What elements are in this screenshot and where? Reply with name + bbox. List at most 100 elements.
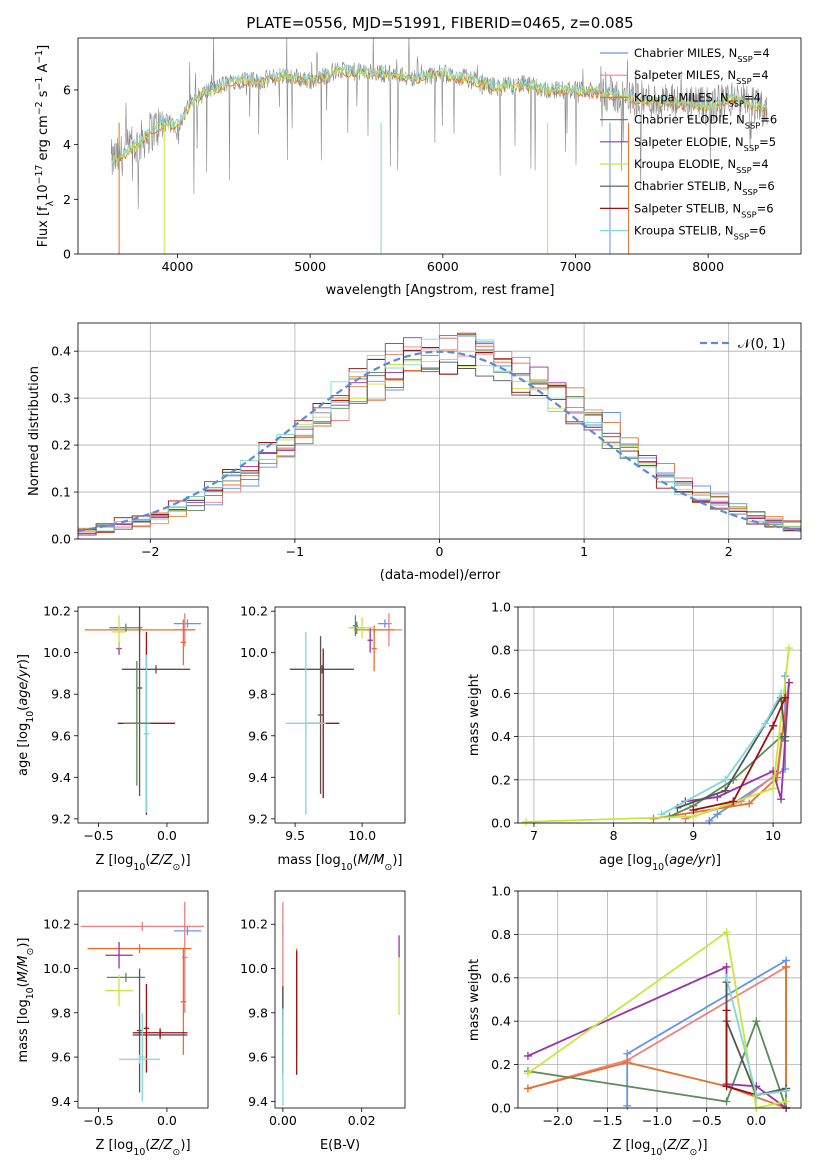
- age-vs-Z-ylabel: age [log10(age/yr)]: [16, 654, 36, 776]
- age-vs-mass-xtick-label: 9.5: [285, 828, 305, 843]
- weight-marker: [782, 1097, 791, 1106]
- weight-marker: [777, 795, 786, 804]
- weight-marker: [769, 784, 778, 793]
- residuals-ytick-label: 0.2: [51, 438, 71, 453]
- spectrum-ytick-label: 2: [63, 192, 71, 207]
- weight-vs-Z-ytick-label: 0.0: [491, 1101, 511, 1116]
- age-vs-mass-ytick-label: 10.0: [240, 645, 268, 660]
- mass-vs-EBV-axes: 0.00 0.02 9.4 9.6 9.8 10.0 10.2: [240, 917, 375, 1128]
- residuals-ylabel: Normed distribution: [27, 366, 42, 496]
- weight-vs-age-ytick-label: 1.0: [491, 600, 511, 615]
- weight-vs-Z-ytick-label: 0.4: [491, 1014, 511, 1029]
- weight-marker: [781, 732, 790, 741]
- axes-frame: [77, 606, 209, 824]
- age-vs-mass-xlabel: mass [log10(M/M⊙)]: [278, 853, 403, 873]
- residuals-ytick-label: 0.4: [51, 344, 71, 359]
- weight-vs-Z-ylabel: mass weight: [467, 959, 482, 1041]
- residuals-xtick-label: 0: [436, 544, 444, 559]
- spectrum-axes: 4000 5000 6000 7000 8000 0 2 4 6: [63, 82, 724, 274]
- weight-vs-age-ytick-label: 0.0: [491, 816, 511, 831]
- age-vs-mass-xtick-label: 10.0: [348, 828, 376, 843]
- weight-vs-age-axes: 7 8 9 10 0.0 0.2 0.4 0.6 0.8 1.0: [491, 600, 801, 843]
- axes-frame: [274, 606, 406, 824]
- age-vs-Z-ytick-label: 10.0: [43, 645, 71, 660]
- age-vs-Z-xtick-label: 0.0: [157, 828, 177, 843]
- age-vs-mass-ytick-label: 9.4: [248, 770, 268, 785]
- age-vs-mass-axes: 9.5 10.0 9.2 9.4 9.6 9.8 10.0 10.2: [240, 604, 376, 843]
- weight-series-line: [653, 682, 790, 820]
- axes-frame: [77, 322, 802, 540]
- weight-marker: [785, 644, 794, 653]
- mass-vs-Z-axes: −0.5 0.0 9.4 9.6 9.8 10.0 10.2: [43, 917, 177, 1128]
- weight-vs-Z-xtick-label: −1.5: [592, 1113, 622, 1128]
- weight-marker: [781, 693, 790, 702]
- mass-vs-EBV-ytick-label: 9.8: [248, 1005, 268, 1020]
- weight-vs-age-xtick-label: 9: [689, 828, 697, 843]
- histogram-line: [78, 334, 801, 532]
- mass-vs-EBV-xtick-label: 0.02: [348, 1113, 376, 1128]
- mass-vs-Z-ytick-label: 9.4: [51, 1094, 71, 1109]
- weight-vs-Z-ytick-label: 0.6: [491, 970, 511, 985]
- weight-vs-age-xtick-label: 8: [610, 828, 618, 843]
- weight-series-line: [708, 676, 786, 822]
- weight-series-line: [693, 697, 786, 811]
- mass-vs-Z-xlabel: Z [log10(Z/Z⊙)]: [95, 1138, 190, 1158]
- weight-marker: [722, 1082, 731, 1091]
- spectrum-ylabel: Flux [fλ10−17 erg cm−2 s−1 A−1]: [34, 45, 56, 247]
- legend-entry: Salpeter ELODIE, NSSP=5: [634, 135, 776, 153]
- gaussian-curve: [77, 350, 802, 532]
- age-vs-mass-ytick-label: 9.6: [248, 728, 268, 743]
- weight-vs-age-ytick-label: 0.6: [491, 686, 511, 701]
- age-vs-Z-ytick-label: 9.2: [51, 811, 71, 826]
- weight-vs-Z-ytick-label: 1.0: [491, 884, 511, 899]
- mass-vs-EBV-ytick-label: 9.6: [248, 1050, 268, 1065]
- residuals-ytick-label: 0.3: [51, 391, 71, 406]
- weight-vs-age-ytick-label: 0.8: [491, 643, 511, 658]
- age-vs-Z-ytick-label: 10.2: [43, 604, 71, 619]
- weight-marker: [769, 721, 778, 730]
- weight-marker: [722, 1006, 731, 1015]
- age-vs-Z-axes: −0.5 0.0 9.2 9.4 9.6 9.8 10.0 10.2: [43, 604, 177, 843]
- age-vs-mass-ytick-label: 10.2: [240, 604, 268, 619]
- age-vs-Z-xtick-label: −0.5: [83, 828, 113, 843]
- weight-marker: [623, 1101, 632, 1110]
- weight-marker: [722, 928, 731, 937]
- spectrum-model-line: [110, 64, 768, 165]
- spectrum-xtick-label: 7000: [560, 259, 592, 274]
- weight-marker: [752, 1017, 761, 1026]
- weight-vs-age-xtick-label: 10: [765, 828, 781, 843]
- residuals-xtick-label: −1: [286, 544, 304, 559]
- weight-vs-Z-xlabel: Z [log10(Z/Z⊙)]: [612, 1138, 707, 1158]
- spectrum-ytick-label: 6: [63, 82, 71, 97]
- mass-vs-Z-ylabel: mass [log10(M/M⊙)]: [16, 938, 36, 1063]
- residuals-ytick-label: 0.0: [51, 532, 71, 547]
- legend-gaussian-label: 𝒩(0, 1): [738, 337, 785, 352]
- weight-vs-Z-xtick-label: −1.0: [642, 1113, 672, 1128]
- weight-marker: [521, 817, 530, 826]
- weight-series-line: [677, 694, 786, 809]
- weight-vs-Z-xtick-label: −2.0: [543, 1113, 573, 1128]
- weight-marker: [777, 689, 786, 698]
- age-vs-Z-xlabel: Z [log10(Z/Z⊙)]: [95, 853, 190, 873]
- mass-vs-Z-xtick-label: −0.5: [83, 1113, 113, 1128]
- mass-vs-Z-ytick-label: 9.6: [51, 1050, 71, 1065]
- weight-vs-Z-ytick-label: 0.8: [491, 927, 511, 942]
- mass-vs-EBV-ytick-label: 9.4: [248, 1094, 268, 1109]
- weight-marker: [689, 806, 698, 815]
- chart-title: PLATE=0556, MJD=51991, FIBERID=0465, z=0…: [246, 14, 633, 32]
- mass-vs-Z-ytick-label: 10.2: [43, 917, 71, 932]
- weight-series-line: [725, 982, 787, 1097]
- axes-frame: [77, 890, 209, 1109]
- weight-vs-age-ytick-label: 0.2: [491, 772, 511, 787]
- weight-marker: [657, 810, 666, 819]
- weight-marker: [713, 810, 722, 819]
- weight-vs-Z-axes: −2.0 −1.5 −1.0 −0.5 0.0 0.0 0.2 0.4 0.6 0.8 1.0: [491, 884, 801, 1128]
- weight-series-line: [661, 692, 782, 816]
- weight-marker: [721, 775, 730, 784]
- age-vs-Z-ytick-label: 9.8: [51, 687, 71, 702]
- weight-series-line: [525, 647, 790, 823]
- weight-marker: [705, 816, 714, 825]
- weight-vs-Z-xtick-label: −0.5: [691, 1113, 721, 1128]
- age-vs-mass-ytick-label: 9.2: [248, 811, 268, 826]
